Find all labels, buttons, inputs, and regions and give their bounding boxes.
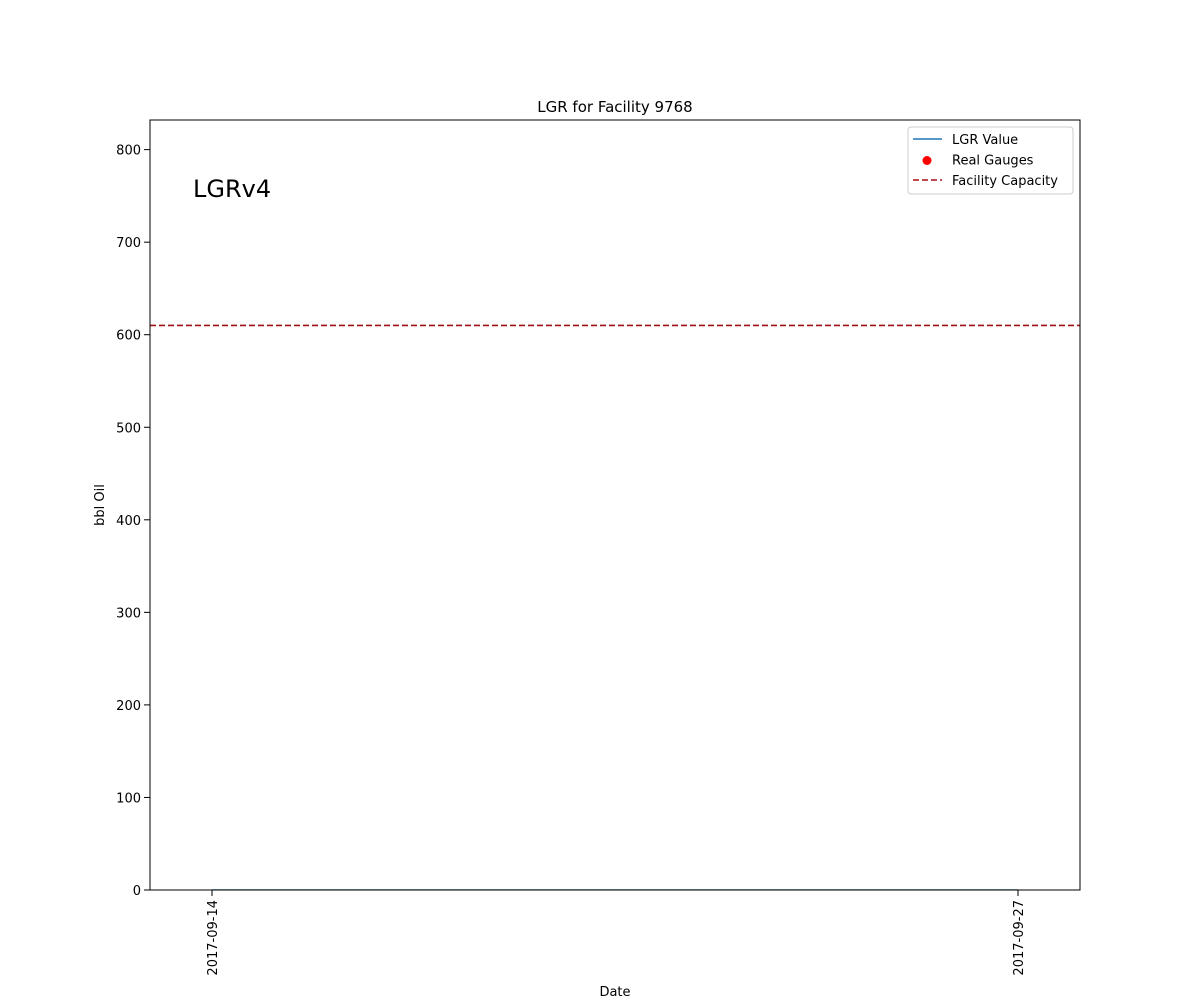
y-tick-label: 300 — [116, 606, 141, 621]
legend-label: Facility Capacity — [952, 174, 1058, 189]
x-tick-label: 2017-09-14 — [206, 900, 221, 976]
y-axis-label: bbl Oil — [93, 484, 108, 526]
y-tick-label: 400 — [116, 514, 141, 529]
y-tick-label: 500 — [116, 421, 141, 436]
legend-label: LGR Value — [952, 133, 1018, 148]
y-tick-label: 100 — [116, 791, 141, 806]
y-tick-label: 200 — [116, 699, 141, 714]
x-axis-label: Date — [599, 985, 630, 1000]
x-tick-label: 2017-09-27 — [1012, 900, 1027, 976]
legend: LGR Value Real Gauges Facility Capacity — [907, 126, 1074, 195]
legend-label: Real Gauges — [952, 154, 1034, 169]
legend-frame — [907, 126, 1074, 195]
plot-frame — [149, 119, 1081, 891]
y-tick-label: 700 — [116, 236, 141, 251]
legend-dot-swatch — [922, 156, 932, 165]
y-tick-label: 600 — [116, 329, 141, 344]
chart-title: LGR for Facility 9768 — [537, 98, 692, 116]
y-tick-label: 800 — [116, 144, 141, 159]
y-tick-label: 0 — [133, 884, 141, 899]
annotation-text: LGRv4 — [193, 175, 271, 203]
